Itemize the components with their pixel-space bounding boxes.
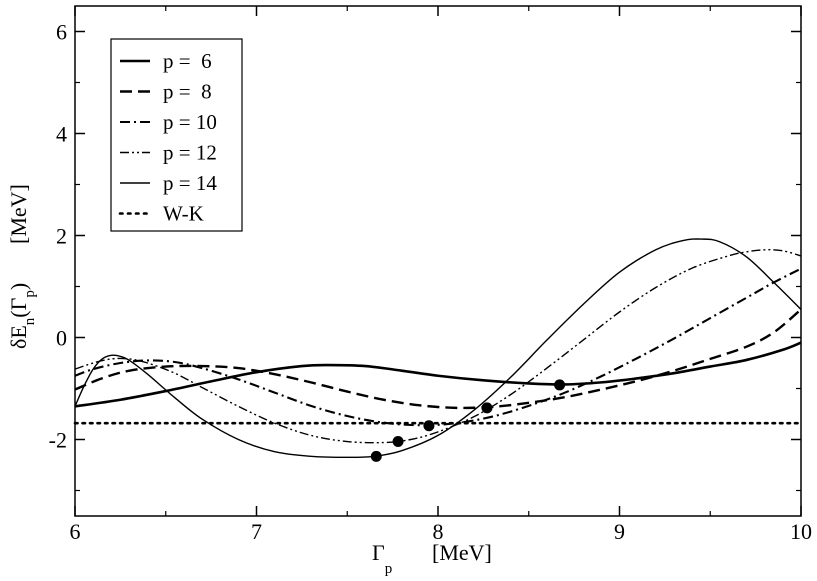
y-tick-label: 6 (56, 20, 67, 45)
y-axis-sub1: n (22, 317, 38, 325)
series-marker-4 (370, 450, 382, 462)
legend-label-0: p = 6 (163, 49, 212, 73)
x-tick-label: 9 (614, 519, 625, 544)
y-axis-sub2: p (22, 290, 38, 298)
series-layer (73, 238, 803, 459)
legend-label-1: p = 8 (163, 80, 212, 104)
x-axis-unit: [MeV] (432, 540, 492, 565)
y-tick-label: 4 (56, 122, 67, 147)
series-line-0 (74, 341, 802, 408)
series-marker-2 (423, 420, 435, 432)
y-axis-paren-open: (Γ (6, 297, 31, 317)
legend-box (110, 38, 243, 232)
x-axis-symbol: Γ (372, 540, 385, 565)
legend-label-3: p = 12 (163, 141, 217, 165)
legend-label-5: W-K (163, 202, 204, 226)
x-tick-label: 8 (433, 519, 444, 544)
series-line-3 (74, 249, 802, 444)
y-axis-unit: [MeV] (6, 184, 31, 244)
x-axis-title: Γp [MeV] (372, 540, 492, 577)
x-tick-label: 7 (251, 519, 262, 544)
series-marker-1 (481, 402, 493, 414)
legend-label-4: p = 14 (163, 171, 217, 195)
x-tick-label: 10 (790, 519, 812, 544)
x-tick-label: 6 (70, 519, 81, 544)
y-axis-paren-close: ) (6, 283, 31, 290)
legend-label-2: p = 10 (163, 110, 217, 134)
series-marker-0 (554, 379, 566, 391)
y-axis-title: δEn(Γp) [MeV] (6, 184, 38, 349)
marker-layer (370, 379, 566, 462)
y-tick-label: 0 (56, 326, 67, 351)
series-line-1 (74, 308, 802, 410)
x-axis-subscript: p (385, 561, 393, 577)
y-tick-label: -2 (49, 428, 67, 453)
y-tick-label: 2 (56, 224, 67, 249)
y-axis-prefix: δE (6, 325, 31, 349)
series-line-2 (74, 267, 802, 427)
series-marker-3 (392, 436, 404, 448)
legend: p = 6 p = 8 p = 10 p = 12 p = 14 W-K (110, 38, 243, 232)
svg-text:δEn(Γp)[MeV]: δEn(Γp) [MeV] (6, 184, 38, 349)
tick-layer: 6 7 8 9 10 -2 0 2 4 6 (49, 6, 812, 544)
